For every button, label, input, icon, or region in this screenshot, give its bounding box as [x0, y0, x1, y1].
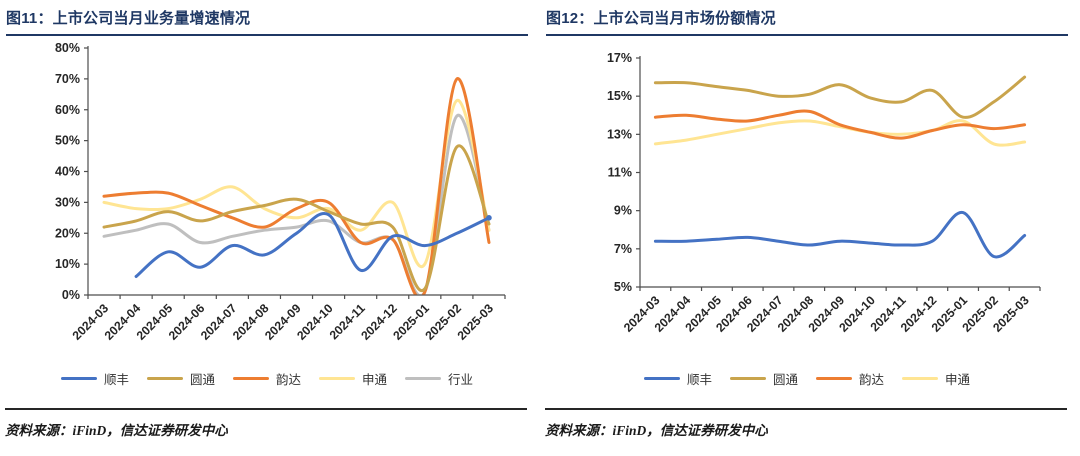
- legend-label-yunda: 韵达: [275, 373, 301, 387]
- chart-legend: 顺丰 圆通 韵达 申通 行业: [0, 369, 534, 388]
- legend-item-industry: 行业: [405, 369, 473, 388]
- y-tick-label: 7%: [614, 242, 632, 256]
- legend-swatch-yunda: [816, 377, 852, 380]
- legend-item-sto: 申通: [319, 369, 387, 388]
- legend-label-yto: 圆通: [772, 373, 798, 387]
- legend-swatch-yto: [729, 377, 766, 380]
- legend-item-sto: 申通: [902, 369, 970, 388]
- chart-legend: 顺丰 圆通 韵达 申通: [540, 369, 1074, 388]
- series-line-sf: [653, 211, 1027, 259]
- legend-swatch-sto: [319, 377, 355, 380]
- y-tick-label: 50%: [55, 134, 80, 148]
- legend-label-sf: 顺丰: [103, 373, 129, 387]
- legend-item-yto: 圆通: [146, 369, 215, 388]
- series-line-yunda: [102, 77, 491, 295]
- y-tick-label: 5%: [614, 280, 632, 294]
- source-note: 资料来源：iFinD，信达证券研发中心: [545, 423, 768, 438]
- legend-item-yunda: 韵达: [816, 369, 884, 388]
- legend-item-sf: 顺丰: [60, 369, 129, 388]
- legend-swatch-sf: [643, 377, 680, 380]
- series-line-industry: [102, 114, 491, 295]
- legend-label-industry: 行业: [448, 373, 474, 387]
- source-note: 资料来源：iFinD，信达证券研发中心: [5, 423, 228, 438]
- series-line-sto: [102, 98, 491, 269]
- y-tick-label: 40%: [55, 165, 80, 179]
- y-tick-label: 17%: [607, 51, 632, 65]
- x-tick-label: 2025-03: [455, 301, 497, 343]
- series-line-sto: [653, 119, 1027, 147]
- figure-panel-11: 图11：上市公司当月业务量增速情况 80% 70% 60% 50% 40% 30% 20% 1…: [0, 7, 534, 440]
- legend-label-yto: 圆通: [189, 373, 215, 387]
- series-line-yto: [653, 75, 1027, 119]
- source-footer: 资料来源：iFinD，信达证券研发中心: [545, 408, 1067, 440]
- legend-label-sf: 顺丰: [686, 373, 712, 387]
- line-chart-market-share: 17%15%13%11%9%7%5%2024-032024-042024-052…: [607, 51, 1041, 335]
- y-tick-label: 0%: [62, 288, 80, 302]
- y-tick-label: 10%: [55, 257, 80, 271]
- source-footer: 资料来源：iFinD，信达证券研发中心: [5, 408, 527, 440]
- series-line-sf: [134, 211, 491, 278]
- y-tick-label: 11%: [608, 166, 632, 180]
- legend-swatch-yto: [146, 377, 183, 380]
- legend-swatch-yunda: [232, 377, 269, 380]
- figure-title: 图11：上市公司当月业务量增速情况: [6, 7, 528, 36]
- legend-item-yunda: 韵达: [232, 369, 301, 388]
- y-tick-label: 13%: [607, 127, 632, 141]
- legend-item-yto: 圆通: [729, 369, 798, 388]
- y-tick-label: 30%: [55, 195, 80, 209]
- y-tick-label: 9%: [614, 204, 632, 218]
- legend-item-sf: 顺丰: [643, 369, 712, 388]
- figure-panel-12: 图12：上市公司当月市场份额情况 17% 15% 13% 11% 9% 7% 5% 2024-…: [540, 0, 1080, 456]
- y-tick-label: 60%: [55, 103, 80, 117]
- legend-label-sto: 申通: [362, 373, 388, 387]
- series-line-yunda: [653, 109, 1027, 140]
- line-chart-volume-growth: 80%70%60%50%40%30%20%10%0%2024-032024-04…: [55, 41, 506, 343]
- legend-swatch-sf: [60, 377, 97, 380]
- series-line-yto: [102, 144, 491, 293]
- figure-title: 图12：上市公司当月市场份额情况: [546, 7, 1068, 36]
- y-tick-label: 15%: [607, 89, 632, 103]
- legend-swatch-industry: [405, 377, 442, 380]
- y-tick-label: 70%: [55, 72, 80, 86]
- y-tick-label: 80%: [55, 41, 80, 55]
- y-tick-label: 20%: [55, 226, 80, 240]
- legend-label-yunda: 韵达: [859, 373, 885, 387]
- series-end-dot-sf: [486, 215, 492, 221]
- legend-swatch-sto: [902, 377, 939, 380]
- legend-label-sto: 申通: [945, 373, 971, 387]
